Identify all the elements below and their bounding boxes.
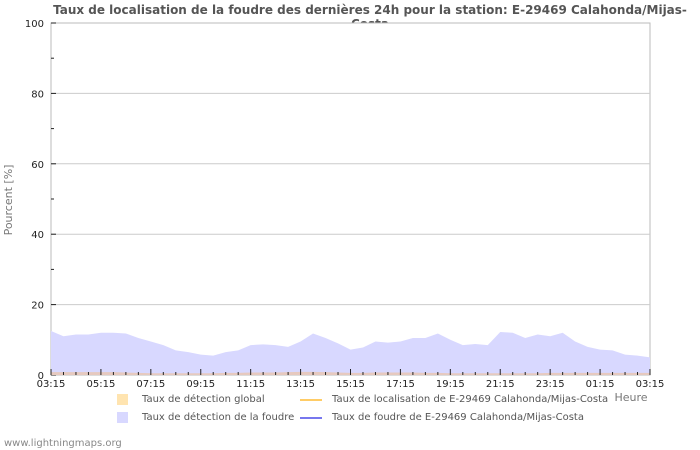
x-tick-label: 03:15 bbox=[37, 379, 66, 390]
y-tick-label: 0 bbox=[38, 371, 44, 382]
y-tick-label: 100 bbox=[25, 19, 44, 30]
x-tick-label: 07:15 bbox=[136, 379, 165, 390]
legend-label: Taux de détection de la foudre bbox=[142, 412, 295, 423]
legend-swatch-area-icon bbox=[117, 394, 128, 405]
y-axis-title: Pourcent [%] bbox=[2, 165, 15, 236]
x-tick-label: 19:15 bbox=[436, 379, 465, 390]
legend-item-detection-foudre: Taux de détection de la foudre bbox=[117, 412, 294, 423]
x-tick-label: 05:15 bbox=[87, 379, 116, 390]
y-tick-label: 20 bbox=[31, 301, 44, 312]
legend-swatch-line-icon bbox=[300, 416, 322, 419]
legend-swatch-line-icon bbox=[300, 398, 322, 401]
x-tick-label: 21:15 bbox=[486, 379, 515, 390]
legend-label: Taux de localisation de E-29469 Calahond… bbox=[332, 394, 609, 405]
y-tick-label: 60 bbox=[31, 160, 44, 171]
footer-site-link[interactable]: www.lightningmaps.org bbox=[4, 438, 122, 449]
legend-item-localisation-station: Taux de localisation de E-29469 Calahond… bbox=[300, 394, 608, 405]
x-tick-label: 17:15 bbox=[386, 379, 415, 390]
legend-swatch-area-icon bbox=[117, 412, 128, 423]
y-tick-label: 80 bbox=[31, 89, 44, 100]
x-tick-label: 01:15 bbox=[586, 379, 615, 390]
x-tick-label: 15:15 bbox=[336, 379, 365, 390]
x-tick-label: 11:15 bbox=[236, 379, 265, 390]
plot-frame bbox=[50, 22, 651, 376]
x-tick-label: 03:15 bbox=[636, 379, 665, 390]
legend-item-foudre-station: Taux de foudre de E-29469 Calahonda/Mija… bbox=[300, 412, 584, 423]
area-detection-foudre bbox=[51, 331, 650, 375]
legend-label: Taux de détection global bbox=[142, 394, 265, 405]
legend-item-detection-global: Taux de détection global bbox=[117, 394, 265, 405]
x-tick-label: 23:15 bbox=[536, 379, 565, 390]
y-tick-label: 40 bbox=[31, 230, 44, 241]
legend-label: Taux de foudre de E-29469 Calahonda/Mija… bbox=[332, 412, 584, 423]
x-tick-label: 09:15 bbox=[186, 379, 215, 390]
x-tick-label: 13:15 bbox=[286, 379, 315, 390]
x-axis-title: Heure bbox=[614, 391, 647, 404]
